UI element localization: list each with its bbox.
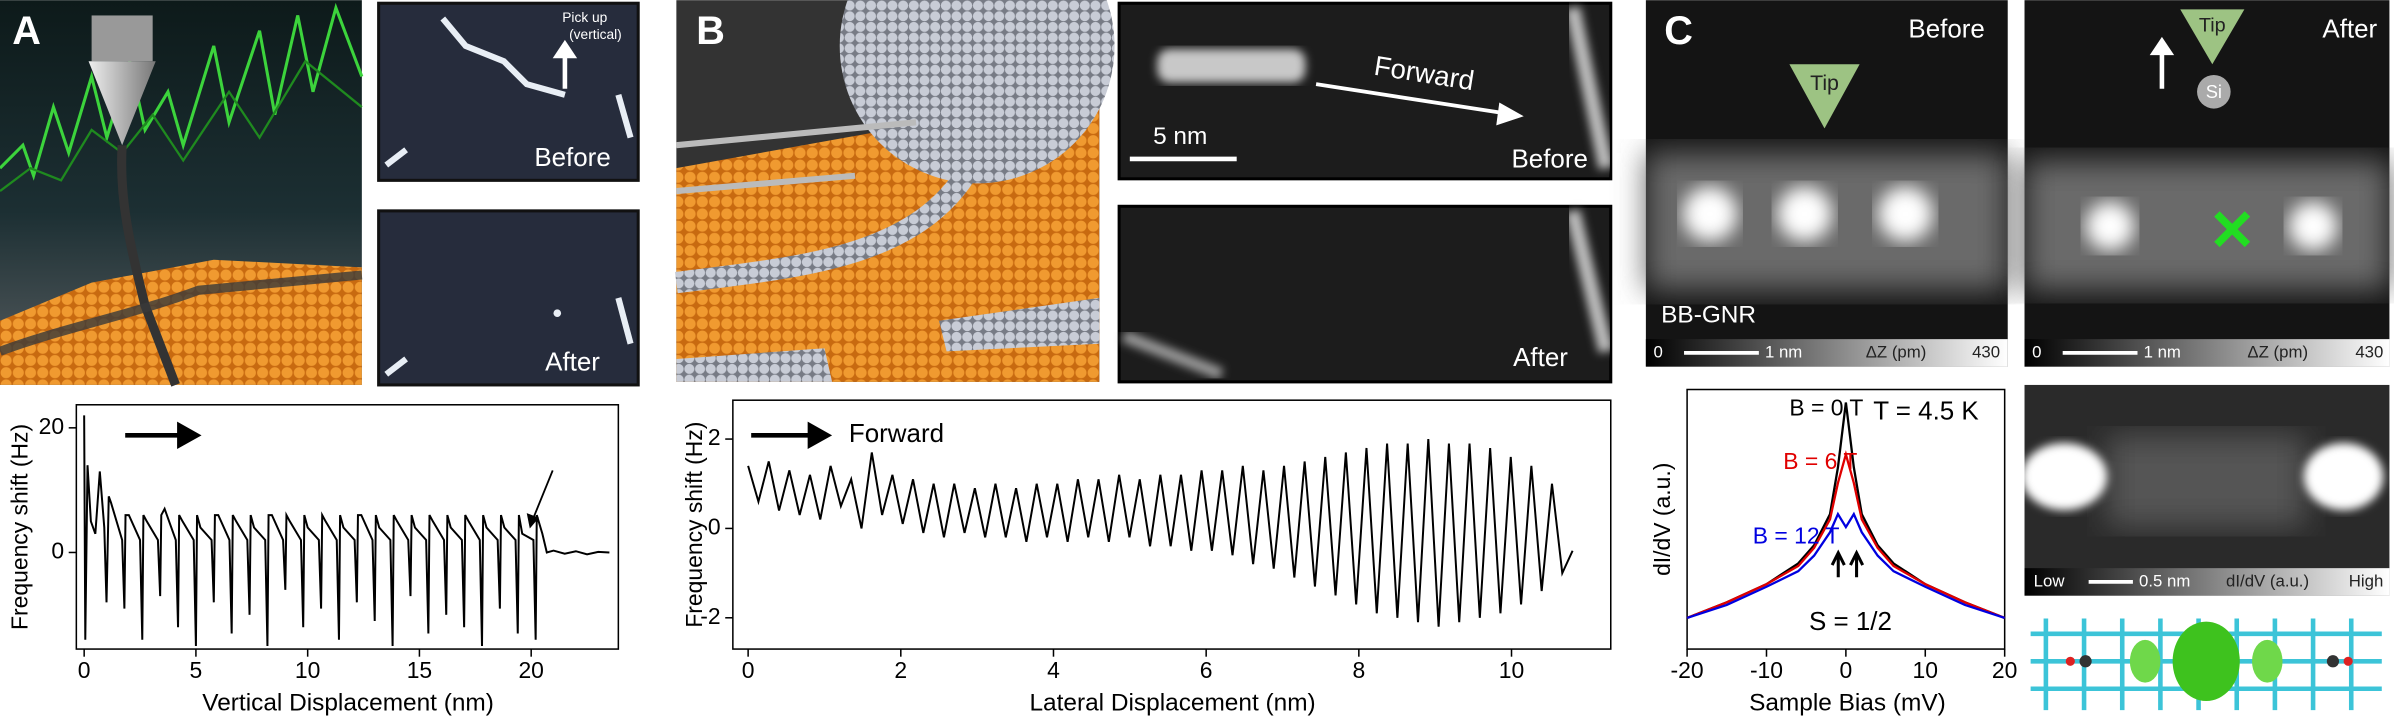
x-tick-label: 20 [1992,657,2017,683]
cbar-label: ΔZ (pm) [2247,342,2308,361]
y-axis-label: Frequency shift (Hz) [6,424,32,630]
y-tick-label: -2 [700,603,720,629]
y-tick-label: 20 [39,413,64,439]
caption: After [1513,344,1568,372]
stm-a-bottom: After [377,209,640,387]
x-tick-label: 10 [1499,657,1524,683]
x-axis-label: Vertical Displacement (nm) [202,689,494,716]
render-b: B [674,0,1115,382]
tip-label: Tip [2199,14,2226,36]
stm-b-top: Forward 5 nm Before [1117,1,1614,181]
series-label: B = 12 T [1753,523,1840,549]
data-line [1686,511,2006,620]
y-axis-label: dI/dV (a.u.) [1649,463,1675,576]
x-tick-label: 10 [295,657,320,683]
molecule-name: BB-GNR [1661,302,1756,329]
afm-c-right: Tip Si After 0 1 nm ΔZ (pm) 430 [2024,0,2390,367]
x-axis-label: Sample Bias (mV) [1749,689,1946,716]
cbar-min: 0 [1654,342,1663,361]
x-tick-label: 10 [1913,657,1938,683]
plot-frame [75,404,620,650]
cbar-label: dI/dV (a.u.) [2226,571,2309,590]
x-tick-label: 5 [190,657,203,683]
stm-b-bottom: After [1117,204,1614,384]
x-tick-label: 0 [1840,657,1853,683]
annotation: Forward [849,420,944,448]
series-label: B = 0 T [1789,394,1863,420]
data-line [747,439,1574,627]
caption: Before [1511,145,1587,173]
x-tick-label: 4 [1047,657,1060,683]
x-tick-label: 20 [518,657,543,683]
data-line [1686,402,2006,619]
tip-label: Tip [1810,71,1839,95]
cbar-max: High [2349,571,2384,590]
scale-label: 1 nm [2144,342,2181,361]
cbar-max: 430 [2355,342,2383,361]
didv-map: Low 0.5 nm dI/dV (a.u.) High [2021,384,2390,596]
x-tick-label: -10 [1750,657,1783,683]
cbar-min: 0 [2032,342,2041,361]
stm-a-top: Pick up (vertical) Before [377,1,640,182]
series-label: B = 6 T [1783,448,1857,474]
molecule-model [2024,603,2390,721]
y-tick-label: 0 [51,538,64,564]
cbar-label: ΔZ (pm) [1866,342,1927,361]
caption: Before [534,144,610,172]
caption: Before [1908,16,1984,44]
panel-label: B [696,9,725,53]
scale-label: 5 nm [1153,123,1207,150]
afm-c-left: Tip C Before BB-GNR 0 1 nm ΔZ (pm) 430 [1645,0,2008,367]
x-tick-label: 0 [78,657,91,683]
cbar-max: 430 [1972,342,2000,361]
annotation: S = 1/2 [1809,608,1892,636]
data-line [83,415,610,646]
caption: After [2322,16,2377,44]
annotation: T = 4.5 K [1873,397,1979,425]
x-tick-label: 15 [407,657,432,683]
x-axis-label: Lateral Displacement (nm) [1029,689,1315,716]
x-tick-label: 8 [1352,657,1365,683]
cbar-min: Low [2034,571,2066,590]
x-tick-label: 0 [742,657,755,683]
panel-label: A [12,9,41,53]
data-line [1686,450,2006,619]
panel-label: C [1664,9,1693,53]
y-tick-label: 2 [708,424,721,450]
note: (vertical) [569,27,622,42]
y-axis-label: Frequency shift (Hz) [681,422,707,628]
scale-label: 0.5 nm [2139,571,2190,590]
x-tick-label: 6 [1200,657,1213,683]
x-tick-label: 2 [894,657,907,683]
x-tick-label: -20 [1671,657,1704,683]
atom-label: Si [2206,81,2222,102]
plot-frame [732,399,1612,650]
caption: After [545,348,600,376]
render-a: A [0,0,364,387]
scale-label: 1 nm [1765,342,1802,361]
y-tick-label: 0 [708,513,721,539]
note: Pick up [562,10,607,25]
